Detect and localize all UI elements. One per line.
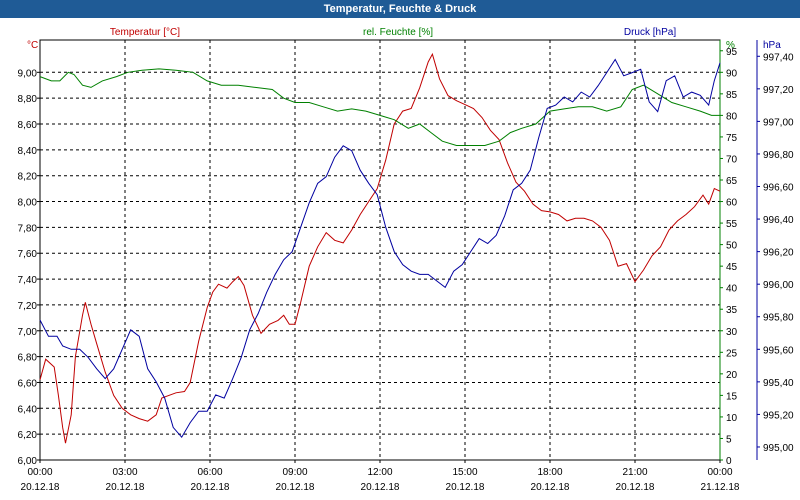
- humidity-tick-label: 45: [726, 262, 738, 273]
- x-tick-date-label: 20.12.18: [531, 482, 570, 493]
- humidity-tick-label: 40: [726, 284, 738, 295]
- x-tick-date-label: 20.12.18: [106, 482, 145, 493]
- temperature-tick-label: 8,00: [18, 198, 38, 209]
- temperature-unit-label: °C: [27, 40, 38, 51]
- humidity-tick-label: 30: [726, 327, 738, 338]
- temperature-tick-label: 8,80: [18, 94, 38, 105]
- pressure-unit-label: hPa: [763, 40, 781, 51]
- pressure-tick-label: 997,40: [763, 52, 794, 63]
- pressure-tick-label: 996,20: [763, 248, 794, 259]
- humidity-tick-label: 80: [726, 111, 738, 122]
- x-tick-date-label: 20.12.18: [446, 482, 485, 493]
- x-tick-time-label: 12:00: [367, 467, 392, 478]
- humidity-tick-label: 0: [726, 456, 732, 467]
- x-tick-time-label: 00:00: [27, 467, 52, 478]
- humidity-tick-label: 60: [726, 198, 738, 209]
- humidity-tick-label: 5: [726, 434, 732, 445]
- temperature-tick-label: 9,00: [18, 68, 38, 79]
- x-tick-time-label: 21:00: [622, 467, 647, 478]
- humidity-tick-label: 70: [726, 154, 738, 165]
- pressure-tick-label: 995,20: [763, 410, 794, 421]
- x-tick-date-label: 20.12.18: [616, 482, 655, 493]
- humidity-unit-label: %: [726, 40, 735, 51]
- humidity-tick-label: 50: [726, 241, 738, 252]
- humidity-tick-label: 75: [726, 133, 738, 144]
- pressure-tick-label: 995,60: [763, 345, 794, 356]
- temperature-tick-label: 6,80: [18, 353, 38, 364]
- humidity-series-label: rel. Feuchte [%]: [363, 27, 433, 38]
- pressure-tick-label: 997,00: [763, 117, 794, 128]
- chart-title: Temperatur, Feuchte & Druck: [323, 3, 477, 15]
- humidity-tick-label: 85: [726, 90, 738, 101]
- x-tick-date-label: 21.12.18: [701, 482, 740, 493]
- x-tick-date-label: 20.12.18: [276, 482, 315, 493]
- temperature-tick-label: 8,60: [18, 120, 38, 131]
- temperature-tick-label: 8,20: [18, 172, 38, 183]
- humidity-tick-label: 15: [726, 391, 738, 402]
- humidity-tick-label: 55: [726, 219, 738, 230]
- pressure-series-line: [39, 58, 721, 439]
- temperature-series-label: Temperatur [°C]: [110, 27, 180, 38]
- humidity-tick-label: 20: [726, 370, 738, 381]
- x-tick-time-label: 15:00: [452, 467, 477, 478]
- temperature-tick-label: 7,00: [18, 327, 38, 338]
- x-tick-time-label: 06:00: [197, 467, 222, 478]
- temperature-series-line: [39, 52, 721, 444]
- x-tick-time-label: 18:00: [537, 467, 562, 478]
- pressure-tick-label: 995,80: [763, 313, 794, 324]
- humidity-series-line: [39, 68, 720, 146]
- humidity-tick-label: 10: [726, 413, 738, 424]
- x-tick-time-label: 09:00: [282, 467, 307, 478]
- pressure-tick-label: 995,40: [763, 378, 794, 389]
- x-tick-time-label: 00:00: [707, 467, 732, 478]
- temperature-tick-label: 6,20: [18, 430, 38, 441]
- temperature-tick-label: 7,60: [18, 249, 38, 260]
- humidity-tick-label: 65: [726, 176, 738, 187]
- pressure-tick-label: 997,20: [763, 85, 794, 96]
- x-tick-date-label: 20.12.18: [361, 482, 400, 493]
- humidity-tick-label: 90: [726, 68, 738, 79]
- pressure-tick-label: 996,40: [763, 215, 794, 226]
- x-tick-time-label: 03:00: [112, 467, 137, 478]
- temperature-tick-label: 6,00: [18, 456, 38, 467]
- temperature-tick-label: 8,40: [18, 146, 38, 157]
- pressure-tick-label: 996,80: [763, 150, 794, 161]
- x-tick-date-label: 20.12.18: [191, 482, 230, 493]
- pressure-series-label: Druck [hPa]: [624, 27, 676, 38]
- pressure-tick-label: 995,00: [763, 443, 794, 454]
- temperature-tick-label: 7,20: [18, 301, 38, 312]
- pressure-tick-label: 996,60: [763, 183, 794, 194]
- humidity-tick-label: 25: [726, 348, 738, 359]
- humidity-tick-label: 35: [726, 305, 738, 316]
- temperature-tick-label: 7,40: [18, 275, 38, 286]
- temperature-tick-label: 7,80: [18, 223, 38, 234]
- x-tick-date-label: 20.12.18: [21, 482, 60, 493]
- temperature-tick-label: 6,40: [18, 404, 38, 415]
- temperature-tick-label: 6,60: [18, 378, 38, 389]
- chart-title-bar: Temperatur, Feuchte & Druck: [0, 0, 800, 18]
- pressure-tick-label: 996,00: [763, 280, 794, 291]
- humidity-tick-label: 95: [726, 47, 738, 58]
